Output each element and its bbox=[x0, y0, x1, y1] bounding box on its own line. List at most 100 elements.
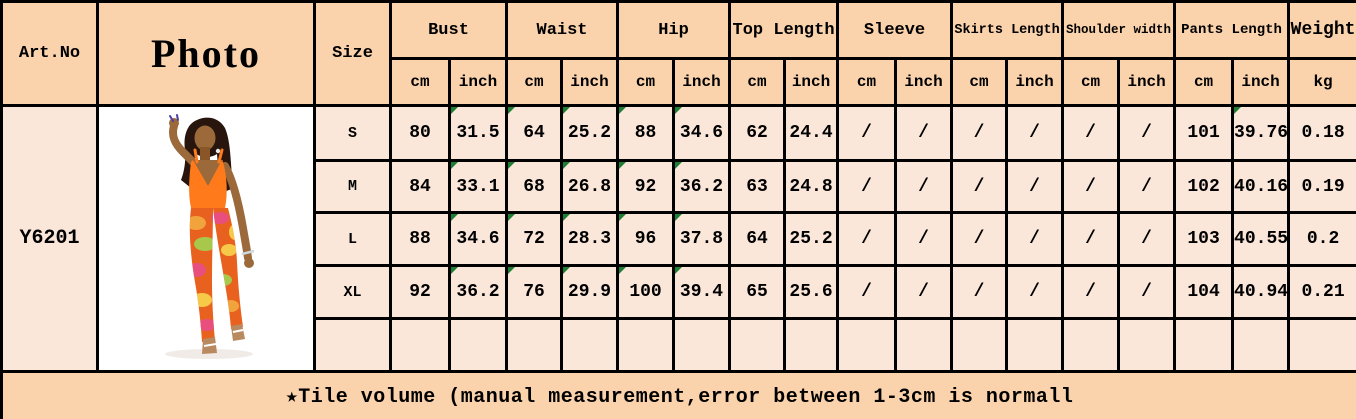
cell-s-sleeve-inch: / bbox=[894, 104, 954, 162]
table-row-size-l: L 88 34.6 72 28.3 96 37.8 64 25.2 / / / … bbox=[2, 211, 1356, 267]
cell-l-shoulder-cm: / bbox=[1061, 211, 1121, 267]
cell-l-top-inch: 25.2 bbox=[783, 211, 840, 267]
unit-shoulder-cm: cm bbox=[1061, 57, 1121, 107]
empty-cell bbox=[783, 317, 840, 373]
empty-cell bbox=[616, 317, 676, 373]
cell-m-bust-cm: 84 bbox=[389, 159, 451, 214]
footer-row: ★Tile volume (manual measurement,error b… bbox=[0, 370, 1356, 419]
empty-cell bbox=[1005, 317, 1065, 373]
cell-xl-shoulder-inch: / bbox=[1117, 264, 1177, 320]
unit-hip-cm: cm bbox=[616, 57, 676, 107]
cell-xl-shoulder-cm: / bbox=[1061, 264, 1121, 320]
table-row-size-xl: XL 92 36.2 76 29.9 100 39.4 65 25.6 / / … bbox=[2, 264, 1356, 320]
empty-cell bbox=[559, 317, 620, 373]
empty-cell bbox=[448, 317, 508, 373]
unit-waist-inch: inch bbox=[559, 57, 620, 107]
cell-l-bust-cm: 88 bbox=[389, 211, 451, 267]
cell-s-size: S bbox=[313, 104, 392, 162]
empty-cell bbox=[313, 317, 392, 373]
header-row-units: cm inch cm inch cm inch cm inch cm inch … bbox=[2, 57, 1356, 107]
column-header-shoulder-width: Shoulder width bbox=[1061, 0, 1177, 60]
cell-xl-skirts-cm: / bbox=[950, 264, 1009, 320]
column-header-waist: Waist bbox=[504, 0, 620, 60]
empty-cell bbox=[672, 317, 732, 373]
column-header-top-length: Top Length bbox=[728, 0, 840, 60]
cell-s-hip-cm: 88 bbox=[616, 104, 676, 162]
cell-m-skirts-inch: / bbox=[1005, 159, 1065, 214]
cell-xl-top-inch: 25.6 bbox=[783, 264, 840, 320]
unit-waist-cm: cm bbox=[505, 57, 563, 107]
cell-xl-weight: 0.21 bbox=[1287, 264, 1356, 320]
cell-l-sleeve-cm: / bbox=[836, 211, 898, 267]
product-photo-illustration bbox=[100, 110, 312, 367]
cell-m-sleeve-inch: / bbox=[894, 159, 954, 214]
empty-cell bbox=[950, 317, 1009, 373]
cell-m-size: M bbox=[313, 159, 392, 214]
cell-l-skirts-cm: / bbox=[950, 211, 1009, 267]
cell-l-top-cm: 64 bbox=[728, 211, 787, 267]
empty-cell bbox=[505, 317, 563, 373]
header-row-groups: Art.No Photo Size Bust Waist Hip Top Len… bbox=[0, 0, 1356, 107]
column-header-size: Size bbox=[313, 0, 392, 107]
cell-m-weight: 0.19 bbox=[1287, 159, 1356, 214]
cell-s-weight: 0.18 bbox=[1287, 104, 1356, 162]
cell-s-pants-cm: 101 bbox=[1173, 104, 1235, 162]
unit-top-inch: inch bbox=[783, 57, 840, 107]
cell-l-waist-inch: 28.3 bbox=[559, 211, 620, 267]
empty-cell bbox=[1231, 317, 1291, 373]
unit-bust-cm: cm bbox=[389, 57, 451, 107]
unit-top-cm: cm bbox=[728, 57, 787, 107]
measurement-note: ★Tile volume (manual measurement,error b… bbox=[0, 370, 1356, 419]
cell-m-top-cm: 63 bbox=[728, 159, 787, 214]
cell-m-shoulder-cm: / bbox=[1061, 159, 1121, 214]
cell-xl-bust-cm: 92 bbox=[389, 264, 451, 320]
unit-hip-inch: inch bbox=[672, 57, 732, 107]
column-header-art-no: Art.No bbox=[0, 0, 99, 107]
empty-cell bbox=[389, 317, 451, 373]
cell-m-waist-cm: 68 bbox=[505, 159, 563, 214]
cell-xl-sleeve-cm: / bbox=[836, 264, 898, 320]
column-header-photo: Photo bbox=[96, 0, 316, 107]
cell-s-shoulder-inch: / bbox=[1117, 104, 1177, 162]
cell-s-hip-inch: 34.6 bbox=[672, 104, 732, 162]
art-no-value: Y6201 bbox=[0, 104, 99, 373]
cell-m-shoulder-inch: / bbox=[1117, 159, 1177, 214]
cell-xl-hip-inch: 39.4 bbox=[672, 264, 732, 320]
cell-xl-bust-inch: 36.2 bbox=[448, 264, 508, 320]
cell-m-hip-inch: 36.2 bbox=[672, 159, 732, 214]
empty-cell bbox=[728, 317, 787, 373]
cell-m-top-inch: 24.8 bbox=[783, 159, 840, 214]
empty-cell bbox=[1173, 317, 1235, 373]
cell-xl-waist-cm: 76 bbox=[505, 264, 563, 320]
table-row-size-m: M 84 33.1 68 26.8 92 36.2 63 24.8 / / / … bbox=[2, 159, 1356, 214]
cell-s-shoulder-cm: / bbox=[1061, 104, 1121, 162]
cell-l-skirts-inch: / bbox=[1005, 211, 1065, 267]
unit-bust-inch: inch bbox=[448, 57, 508, 107]
cell-s-waist-cm: 64 bbox=[505, 104, 563, 162]
cell-m-pants-inch: 40.16 bbox=[1231, 159, 1291, 214]
cell-s-top-inch: 24.4 bbox=[783, 104, 840, 162]
cell-l-hip-cm: 96 bbox=[616, 211, 676, 267]
cell-s-bust-inch: 31.5 bbox=[448, 104, 508, 162]
cell-xl-sleeve-inch: / bbox=[894, 264, 954, 320]
empty-cell bbox=[836, 317, 898, 373]
cell-xl-pants-cm: 104 bbox=[1173, 264, 1235, 320]
cell-xl-pants-inch: 40.94 bbox=[1231, 264, 1291, 320]
cell-m-pants-cm: 102 bbox=[1173, 159, 1235, 214]
unit-skirts-inch: inch bbox=[1005, 57, 1065, 107]
empty-cell bbox=[1287, 317, 1356, 373]
unit-pants-inch: inch bbox=[1231, 57, 1291, 107]
cell-xl-skirts-inch: / bbox=[1005, 264, 1065, 320]
column-header-pants-length: Pants Length bbox=[1173, 0, 1291, 60]
cell-xl-hip-cm: 100 bbox=[616, 264, 676, 320]
cell-m-skirts-cm: / bbox=[950, 159, 1009, 214]
cell-l-bust-inch: 34.6 bbox=[448, 211, 508, 267]
empty-cell bbox=[894, 317, 954, 373]
cell-l-size: L bbox=[313, 211, 392, 267]
unit-shoulder-inch: inch bbox=[1117, 57, 1177, 107]
column-header-skirts-length: Skirts Length bbox=[950, 0, 1065, 60]
column-header-sleeve: Sleeve bbox=[836, 0, 954, 60]
cell-l-hip-inch: 37.8 bbox=[672, 211, 732, 267]
cell-l-shoulder-inch: / bbox=[1117, 211, 1177, 267]
